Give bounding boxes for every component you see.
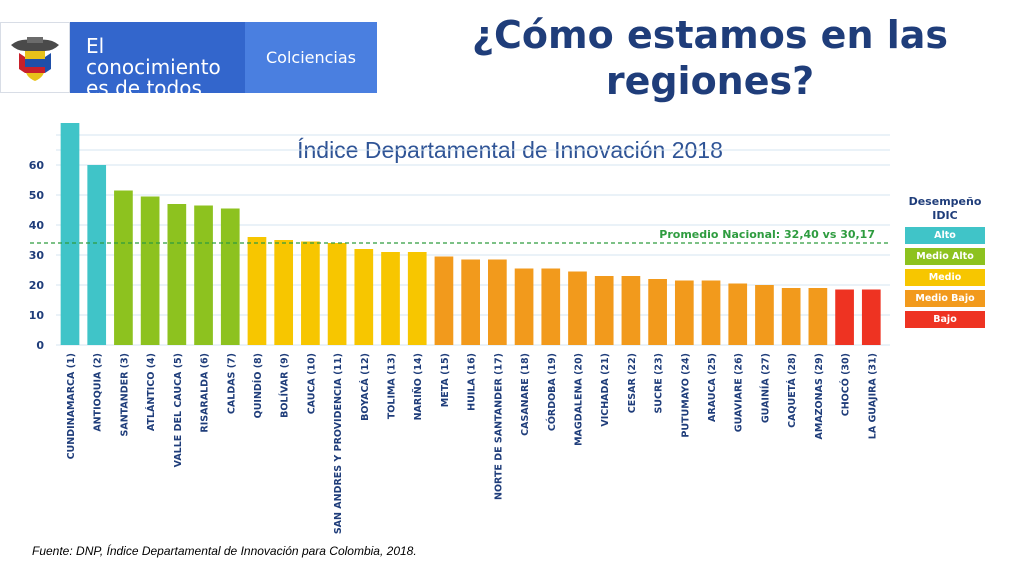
header-logo-bar: El conocimiento es de todos Colciencias <box>0 22 377 99</box>
bar <box>167 204 187 345</box>
legend-title-line-1: Desempeño <box>908 195 982 208</box>
bar <box>274 240 294 345</box>
bar <box>407 252 427 345</box>
x-tick-label: CALDAS (7) <box>226 353 237 414</box>
bar <box>220 208 240 345</box>
x-tick-label: BOYACÁ (12) <box>359 353 371 421</box>
legend-item-medio: Medio <box>905 269 985 286</box>
bar <box>861 289 881 345</box>
bar <box>568 271 587 345</box>
x-tick-label: VICHADA (21) <box>600 353 611 427</box>
x-tick-label: NORTE DE SANTANDER (17) <box>493 353 504 500</box>
legend-item-bajo: Bajo <box>905 311 985 328</box>
x-tick-label: GUAINÍA (27) <box>759 353 771 423</box>
x-tick-label: VALLE DEL CAUCA (5) <box>173 353 184 467</box>
x-tick-label: ATLÁNTICO (4) <box>145 353 157 431</box>
x-tick-label: CUNDINAMARCA (1) <box>66 353 77 459</box>
x-tick-label: CESAR (22) <box>627 353 638 413</box>
coat-of-arms-logo <box>0 22 70 93</box>
x-tick-label: MAGDALENA (20) <box>573 353 584 446</box>
x-tick-label: ARAUCA (25) <box>707 353 718 422</box>
bar <box>114 190 133 345</box>
bar <box>808 288 828 345</box>
bar <box>728 283 748 345</box>
bar <box>621 276 641 345</box>
y-tick-label: 40 <box>29 219 45 232</box>
x-tick-label: CÓRDOBA (19) <box>546 353 558 431</box>
average-line-label: Promedio Nacional: 32,40 vs 30,17 <box>659 228 875 241</box>
bar <box>674 280 694 345</box>
bar <box>488 259 507 345</box>
bar <box>194 205 213 345</box>
bar <box>541 268 561 345</box>
brand-name: Colciencias <box>265 48 356 67</box>
coat-of-arms-icon <box>11 37 59 81</box>
x-tick-label: SANTANDER (3) <box>119 353 130 436</box>
bar <box>701 280 721 345</box>
slide-title: ¿Cómo estamos en las regiones? <box>420 12 1000 104</box>
legend-item-medio-bajo: Medio Bajo <box>905 290 985 307</box>
bar <box>301 241 320 345</box>
x-tick-label: SAN ANDRES Y PROVIDENCIA (11) <box>333 353 344 534</box>
x-tick-label: PUTUMAYO (24) <box>680 353 691 438</box>
slogan-line-1: El conocimiento <box>86 34 221 79</box>
bar <box>354 249 374 345</box>
bar <box>835 289 854 345</box>
slide-title-line-2: regiones? <box>605 59 815 103</box>
bar <box>594 276 614 345</box>
slogan-line-2: es de todos <box>86 76 202 100</box>
brand-block: Colciencias <box>245 22 377 93</box>
y-tick-label: 0 <box>36 339 44 352</box>
legend-title-line-2: IDIC <box>932 209 958 222</box>
x-tick-label: CAQUETÁ (28) <box>786 353 798 428</box>
bar <box>140 196 160 345</box>
bar <box>755 285 774 345</box>
x-tick-label: NARIÑO (14) <box>413 353 424 420</box>
x-tick-label: META (15) <box>440 353 451 407</box>
y-tick-label: 10 <box>29 309 45 322</box>
bar <box>648 279 667 345</box>
y-tick-label: 60 <box>29 159 45 172</box>
bar <box>434 256 454 345</box>
bar <box>381 252 400 345</box>
source-note: Fuente: DNP, Índice Departamental de Inn… <box>32 544 417 558</box>
x-tick-label: HUILA (16) <box>467 353 478 411</box>
bar <box>327 243 347 345</box>
y-tick-label: 50 <box>29 189 45 202</box>
legend-title: Desempeño IDIC <box>905 195 985 223</box>
bar <box>87 165 107 345</box>
x-tick-label: CASANARE (18) <box>520 353 531 436</box>
x-tick-label: CHOCÓ (30) <box>840 353 852 416</box>
bar <box>781 288 801 345</box>
bar <box>514 268 534 345</box>
y-tick-label: 20 <box>29 279 45 292</box>
x-tick-label: QUINDÍO (8) <box>252 353 264 418</box>
bar <box>60 123 80 345</box>
y-tick-label: 30 <box>29 249 45 262</box>
bar-chart: Índice Departamental de Innovación 20180… <box>29 123 890 534</box>
bar <box>247 237 267 345</box>
x-tick-label: SUCRE (23) <box>654 353 665 414</box>
legend: Desempeño IDIC Alto Medio Alto Medio Med… <box>905 195 985 332</box>
bar <box>461 259 480 345</box>
x-tick-label: TOLIMA (13) <box>387 353 398 419</box>
x-tick-label: CAUCA (10) <box>306 353 317 414</box>
x-tick-label: AMAZONAS (29) <box>814 353 825 439</box>
slogan-block: El conocimiento es de todos <box>70 22 245 99</box>
x-tick-label: RISARALDA (6) <box>200 353 211 433</box>
legend-item-alto: Alto <box>905 227 985 244</box>
x-tick-label: LA GUAJIRA (31) <box>867 353 878 439</box>
legend-item-medio-alto: Medio Alto <box>905 248 985 265</box>
x-tick-label: ANTIOQUIA (2) <box>93 353 104 432</box>
x-tick-label: BOLÍVAR (9) <box>279 353 291 418</box>
x-tick-label: GUAVIARE (26) <box>734 353 745 432</box>
slide-title-line-1: ¿Cómo estamos en las <box>471 13 949 57</box>
